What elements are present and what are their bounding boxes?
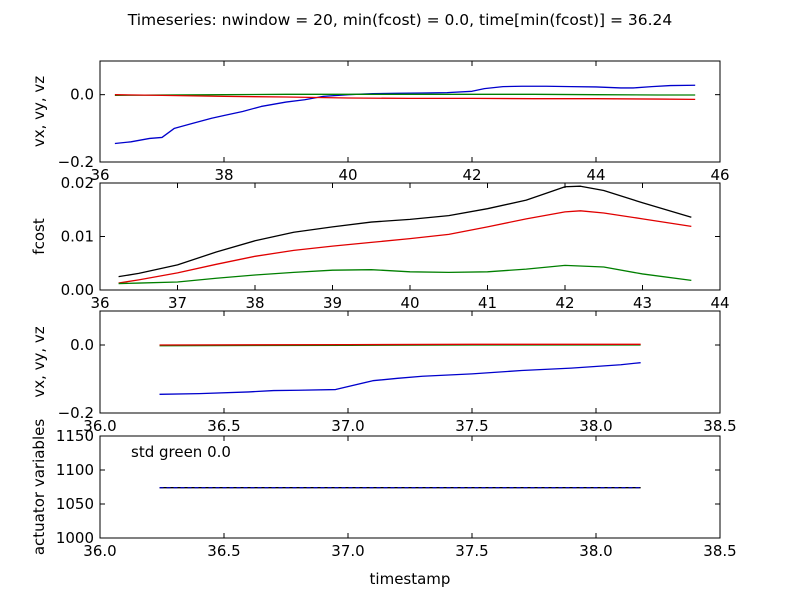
x-tick-label: 44 [710,294,729,312]
series-line-3 [118,264,692,285]
series-line-2 [159,344,641,347]
x-tick-label: 37.0 [331,542,364,560]
x-tick-label: 37.5 [455,417,488,435]
y-tick-label: 0.0 [70,336,94,354]
x-tick-label: 36.5 [207,542,240,560]
y-tick-label: 1050 [56,495,94,513]
x-tick-label: 46 [710,166,729,184]
x-tick-label: 43 [633,294,652,312]
figure-title: Timeseries: nwindow = 20, min(fcost) = 0… [127,11,673,29]
series-line-2 [114,93,696,96]
y-tick-label: 1000 [56,529,94,547]
y-tick-label: 0.01 [61,228,94,246]
y-axis-label: vx, vy, vz [30,76,48,147]
series-line-1 [159,362,641,395]
series-line-3 [114,94,696,101]
x-tick-label: 42 [462,166,481,184]
axes-frame [99,310,721,414]
y-tick-label: 1100 [56,461,94,479]
series-group [114,84,696,145]
subplot-1: 36 38 40 42 44 46 −0.2 0.0 vx, vy, vz [30,60,730,184]
x-tick-label: 38 [214,166,233,184]
x-tick-label: 38.5 [703,417,736,435]
y-tick-label: 0.0 [70,86,94,104]
x-tick-label: 38 [245,294,264,312]
axes-frame [99,435,721,539]
axes-frame [99,60,721,163]
panels: 36 38 40 42 44 46 −0.2 0.0 vx, vy, vz 36 37 38 39 40 4… [30,60,737,588]
annotation-text: std green 0.0 [131,443,231,461]
series-group [118,185,692,285]
x-tick-label: 37 [168,294,187,312]
x-tick-label: 42 [555,294,574,312]
x-tick-label: 37.0 [331,417,364,435]
y-tick-label: 0.02 [61,174,94,192]
x-tick-label: 36 [90,294,109,312]
x-tick-label: 40 [338,166,357,184]
series-line-1 [118,185,692,278]
y-tick-label: −0.2 [58,153,94,171]
x-axis-label: timestamp [370,570,451,588]
series-line-1 [114,84,696,145]
x-tick-label: 36.5 [207,417,240,435]
x-tick-label: 38.5 [703,542,736,560]
x-tick-label: 36 [90,166,109,184]
y-axis-label: actuator variables [30,419,48,556]
series-line-3 [159,343,641,346]
x-tick-label: 41 [478,294,497,312]
x-tick-label: 38.0 [579,542,612,560]
series-group [159,343,641,395]
x-tick-label: 36.0 [83,542,116,560]
subplot-4: 36.0 36.5 37.0 37.5 38.0 38.5 1000 1050 1100 1150… [30,419,737,588]
y-tick-label: 1150 [56,427,94,445]
y-tick-label: 0.00 [61,281,94,299]
subplot-3: 36.0 36.5 37.0 37.5 38.0 38.5 −0.2 0.0 vx, vy, v… [30,310,737,435]
y-axis-label: vx, vy, vz [30,326,48,397]
series-line-2 [118,210,692,284]
x-tick-label: 39 [323,294,342,312]
y-axis-label: fcost [30,218,48,255]
x-tick-label: 37.5 [455,542,488,560]
x-tick-label: 36.0 [83,417,116,435]
x-tick-label: 38.0 [579,417,612,435]
y-tick-label: −0.2 [58,404,94,422]
subplot-2: 36 37 38 39 40 41 42 43 44 0.00 0.01 0.02 fcost [30,174,730,312]
x-tick-label: 44 [586,166,605,184]
x-tick-label: 40 [400,294,419,312]
